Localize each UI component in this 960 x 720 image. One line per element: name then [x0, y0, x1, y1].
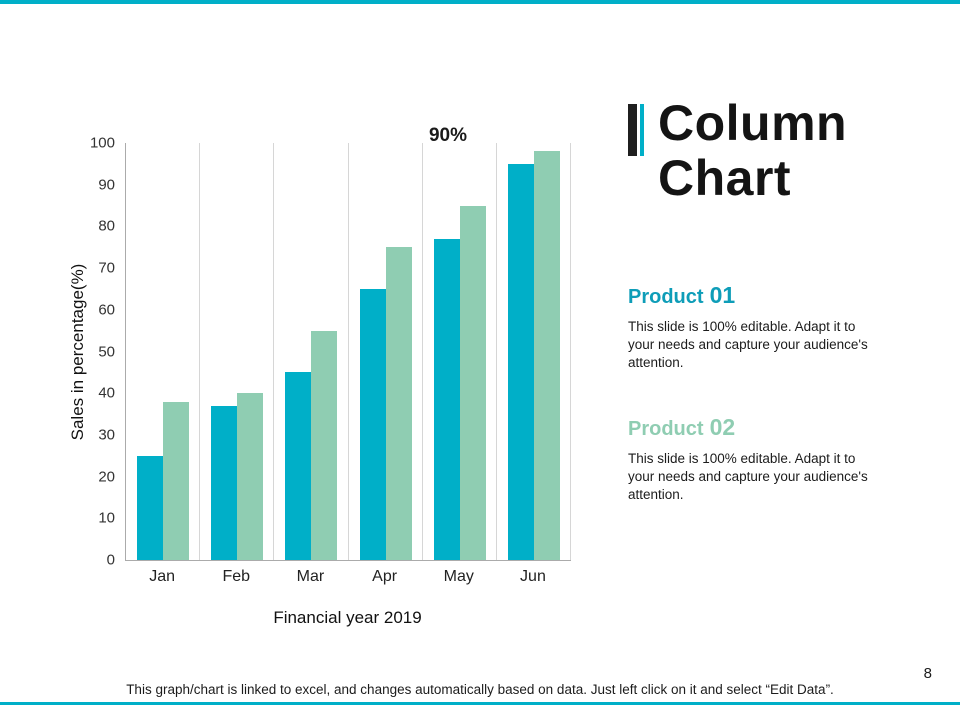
- y-tick-label: 90: [98, 176, 115, 194]
- y-axis-ticks: 0 10 20 30 40 50 60 70 80 90 100: [40, 135, 115, 569]
- product-01-label: Product: [628, 286, 704, 308]
- product-01-description: This slide is 100% editable. Adapt it to…: [628, 319, 868, 370]
- gridline: [347, 143, 349, 560]
- top-accent-rule: [0, 0, 960, 4]
- y-tick-label: 0: [106, 551, 115, 569]
- bar-product-02-jan: [163, 401, 190, 560]
- bar-product-02-feb: [237, 393, 264, 560]
- title-accent-bar-dark: [628, 104, 637, 156]
- x-axis-title: Financial year 2019: [273, 608, 422, 627]
- bar-product-02-apr: [385, 247, 412, 560]
- y-tick-label: 100: [89, 134, 115, 152]
- x-tick-label: Feb: [222, 568, 251, 585]
- gridline: [273, 143, 275, 560]
- y-tick-label: 40: [98, 384, 115, 402]
- bar-product-02-may: [459, 205, 486, 560]
- y-tick-label: 80: [98, 217, 115, 235]
- bar-product-01-mar: [285, 372, 312, 560]
- product-01-heading: Product 01: [628, 282, 918, 309]
- gridline: [570, 143, 571, 560]
- x-tick-label: Jan: [149, 568, 175, 585]
- bar-product-02-mar: [311, 330, 338, 560]
- title-accent-icon: [628, 104, 644, 156]
- page-title: Column Chart: [658, 96, 847, 206]
- y-tick-label: 10: [98, 509, 115, 527]
- title-block: Column Chart: [628, 96, 847, 206]
- bar-product-01-jun: [507, 163, 534, 560]
- bar-product-01-apr: [359, 288, 386, 560]
- gridline: [421, 143, 423, 560]
- y-tick-label: 20: [98, 468, 115, 486]
- x-tick-label: May: [443, 568, 474, 585]
- product-02-section: Product 02 This slide is 100% editable. A…: [628, 414, 918, 503]
- footer-note: This graph/chart is linked to excel, and…: [126, 682, 834, 697]
- page-title-line2: Chart: [658, 150, 792, 206]
- bar-product-01-may: [433, 238, 460, 560]
- bar-product-02-jun: [533, 151, 560, 560]
- title-accent-bar-teal: [640, 104, 644, 156]
- y-tick-label: 60: [98, 301, 115, 319]
- bottom-accent-rule: [0, 702, 960, 705]
- bar-product-01-feb: [211, 405, 238, 560]
- gridline: [199, 143, 201, 560]
- plot-area: [125, 143, 571, 561]
- chart-annotation: 90%: [428, 125, 468, 146]
- y-tick-label: 50: [98, 343, 115, 360]
- x-tick-label: Apr: [372, 568, 398, 585]
- product-01-section: Product 01 This slide is 100% editable. A…: [628, 282, 918, 371]
- page-number: 8: [923, 665, 932, 682]
- page-title-line1: Column: [658, 95, 848, 151]
- product-02-label: Product: [628, 418, 704, 440]
- y-tick-label: 30: [98, 426, 115, 444]
- y-tick-label: 70: [98, 259, 115, 277]
- x-tick-label: Jun: [520, 568, 546, 585]
- x-tick-label: Mar: [296, 568, 325, 585]
- gridline: [495, 143, 497, 560]
- column-chart[interactable]: Sales in percentage(%) 0 10 20 30 40 50 60 70 80…: [40, 90, 600, 650]
- product-02-description: This slide is 100% editable. Adapt it to…: [628, 451, 868, 502]
- bar-product-01-jan: [137, 455, 164, 560]
- product-02-heading: Product 02: [628, 414, 918, 441]
- product-01-number: 01: [709, 282, 736, 308]
- x-axis-labels: Jan Feb Mar Apr May Jun: [125, 568, 570, 586]
- product-02-number: 02: [709, 414, 736, 440]
